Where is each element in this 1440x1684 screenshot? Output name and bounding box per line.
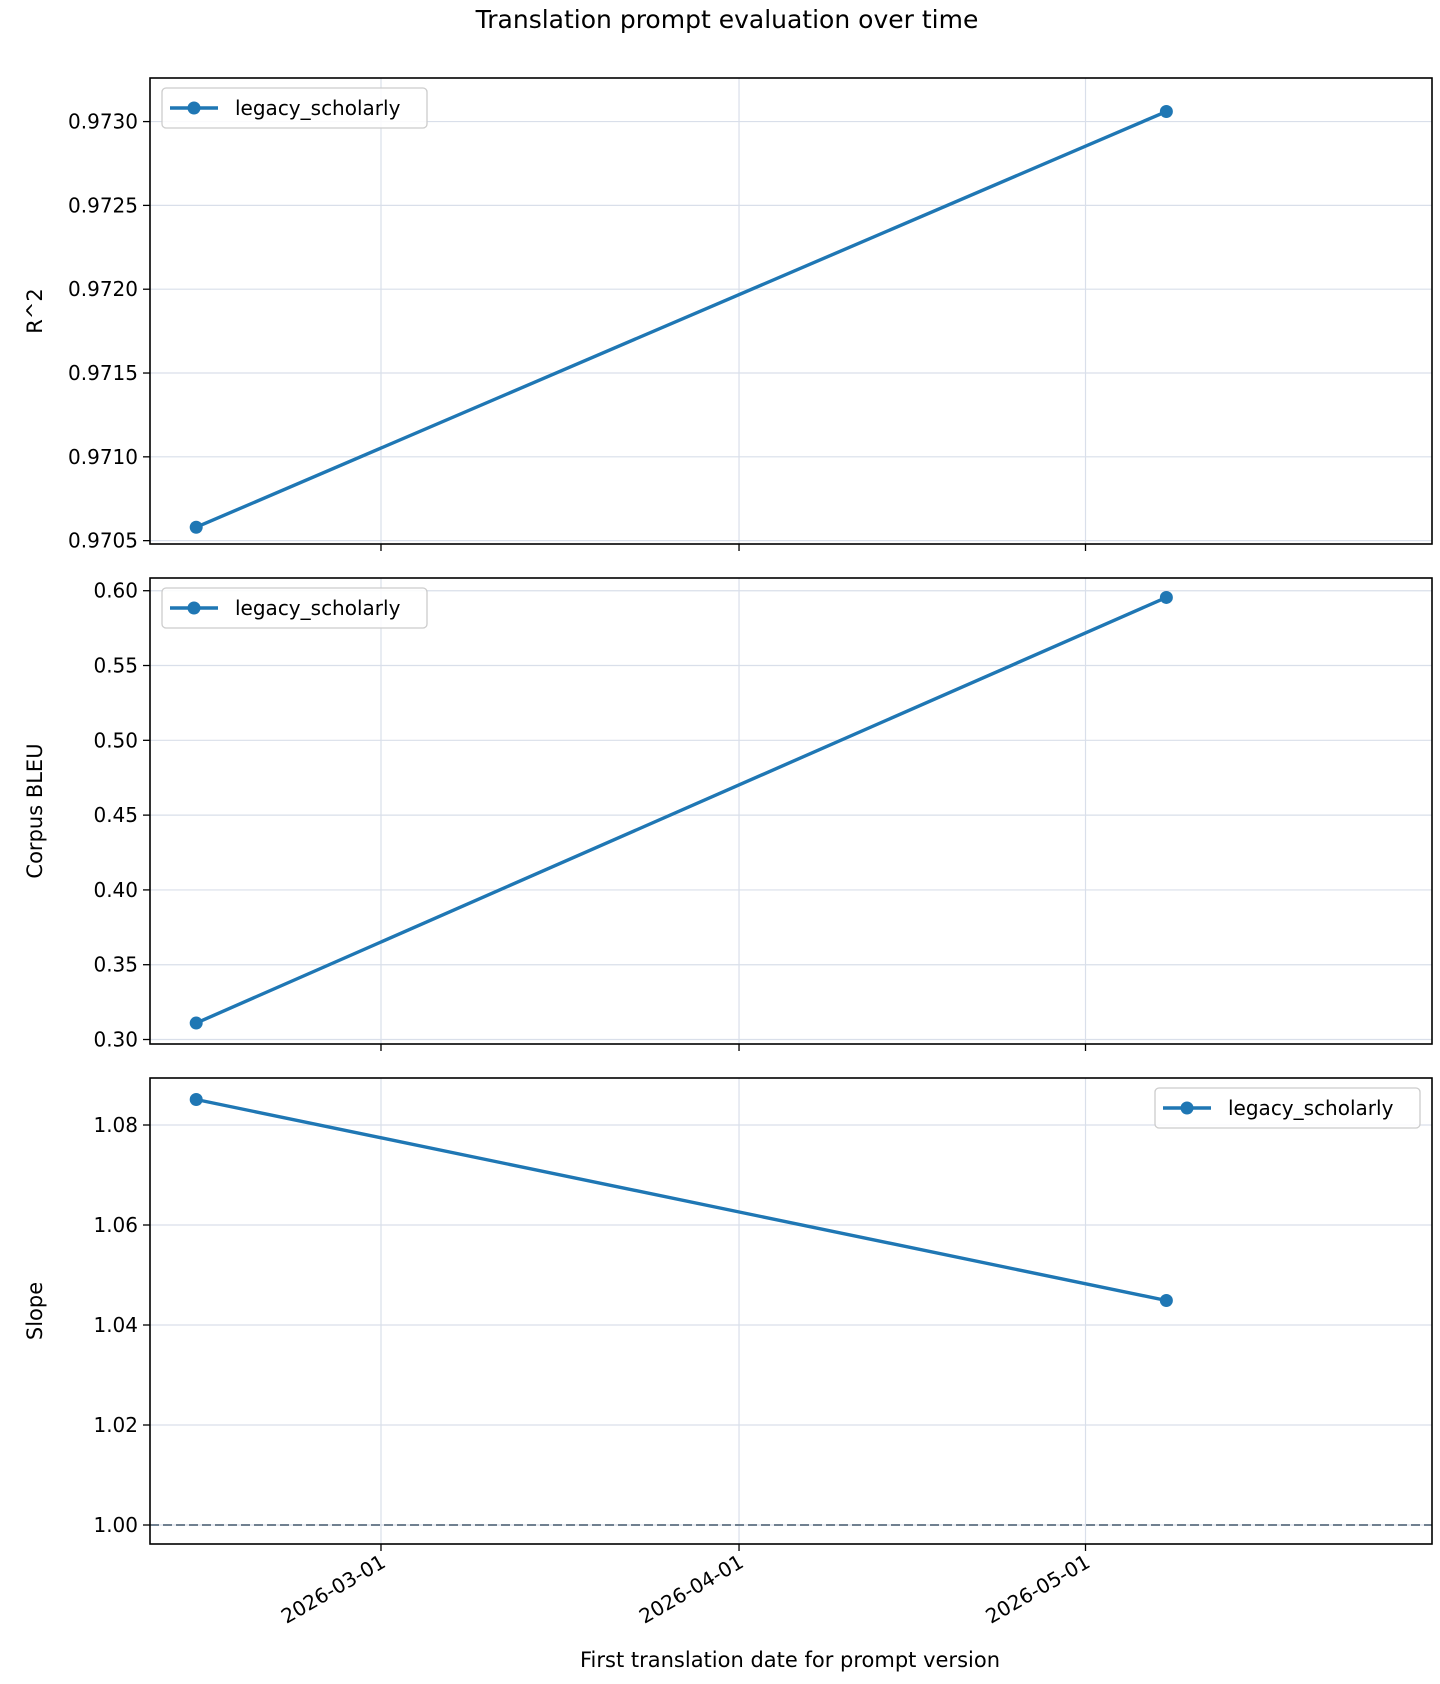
legend-label: legacy_scholarly [235,96,401,120]
panels-layer: 0.9705 0.9710 0.9715 0.9720 0.9725 0.9730 R^2 l… [23,77,1433,1629]
y-axis-label: Corpus BLEU [23,743,47,878]
x-tick-label: 2026-03-01 [277,1550,390,1629]
y-tick-label: 0.9710 [68,445,138,469]
y-tick-label: 1.06 [93,1213,138,1237]
legend-marker-swatch [187,101,201,115]
legend-label: legacy_scholarly [1228,1096,1394,1120]
data-point [1159,105,1173,119]
y-tick-label: 0.55 [93,654,138,678]
y-axis-label: Slope [23,1282,47,1340]
y-tick-label: 0.9725 [68,193,138,217]
y-tick-label: 0.30 [93,1028,138,1052]
legend-label: legacy_scholarly [235,596,401,620]
panel-1: 0.9705 0.9710 0.9715 0.9720 0.9725 0.9730 R^2 l… [23,77,1433,553]
panel-2: 0.30 0.35 0.40 0.45 0.50 0.55 0.60 Corpus BLEU l… [23,577,1433,1052]
data-point [189,1016,203,1030]
chart-title: Translation prompt evaluation over time [475,5,979,34]
axes-frame [149,577,1433,1045]
y-tick-label: 0.9720 [68,277,138,301]
data-point [189,520,203,534]
legend-marker-swatch [1180,1101,1194,1115]
legend: legacy_scholarly [1154,1087,1421,1129]
legend-box [161,87,428,129]
series-line [195,595,1168,1025]
legend-box [161,587,428,629]
data-point [1159,590,1173,604]
x-tick-label: 2026-05-01 [981,1550,1094,1629]
y-tick-label: 1.04 [93,1313,138,1337]
data-point [189,1093,203,1106]
y-tick-label: 0.9730 [68,110,138,134]
y-tick-label: 1.08 [93,1113,138,1137]
y-tick-label: 0.60 [93,579,138,603]
y-tick-label: 0.35 [93,953,138,977]
data-point [1159,1294,1173,1307]
y-tick-label: 0.45 [93,803,138,827]
x-tick-label: 2026-04-01 [635,1550,748,1629]
y-tick-label: 1.02 [93,1413,138,1437]
y-tick-label: 1.00 [93,1513,138,1537]
x-axis-label: First translation date for prompt versio… [580,1648,1000,1672]
series-line [195,109,1168,529]
y-axis-label: R^2 [23,288,47,334]
legend: legacy_scholarly [161,87,428,129]
legend-marker-swatch [187,601,201,615]
y-tick-label: 0.50 [93,728,138,752]
series-line [195,1097,1167,1303]
y-tick-label: 0.9705 [68,529,138,553]
legend: legacy_scholarly [161,587,428,629]
legend-box [1154,1087,1421,1129]
axes-frame [149,77,1433,545]
y-tick-label: 0.40 [93,878,138,902]
y-tick-label: 0.9715 [68,361,138,385]
panel-3: 1.00 1.02 1.04 1.06 1.08 Slope legacy_scholarl… [23,1077,1433,1629]
axes-frame [149,1077,1433,1545]
